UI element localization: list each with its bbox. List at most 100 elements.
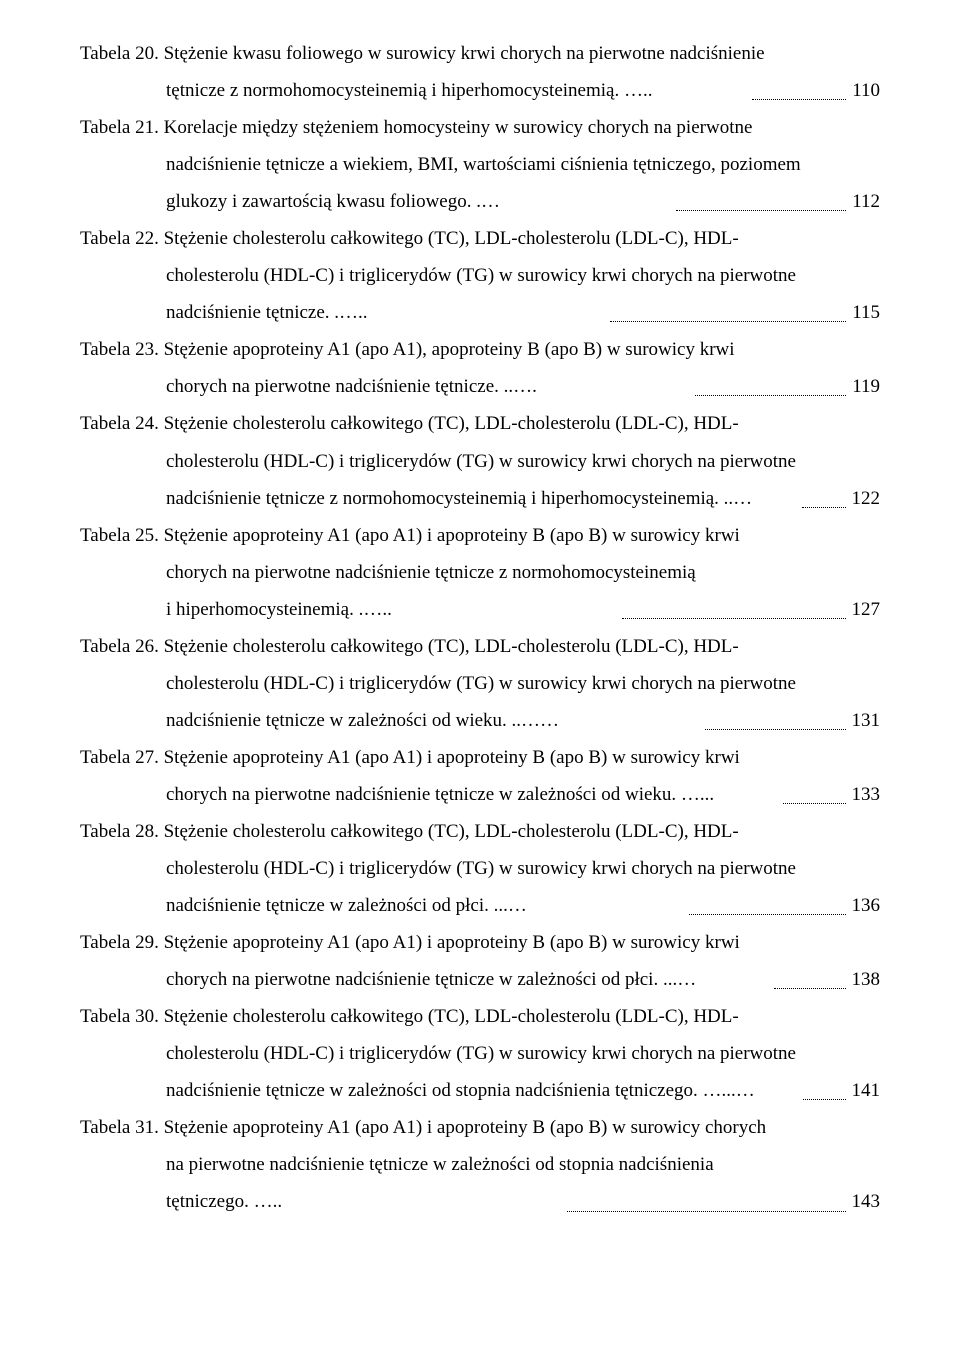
toc-continuation-line: cholesterolu (HDL-C) i triglicerydów (TG… bbox=[80, 1035, 880, 1072]
toc-entry: Tabela 30. Stężenie cholesterolu całkowi… bbox=[80, 998, 880, 1109]
toc-continuation-line: cholesterolu (HDL-C) i triglicerydów (TG… bbox=[80, 850, 880, 887]
toc-continuation-text: nadciśnienie tętnicze. .….. bbox=[166, 294, 604, 331]
toc-label: Tabela 30. bbox=[80, 1006, 159, 1027]
toc-label: Tabela 22. bbox=[80, 228, 159, 249]
toc-page-number: 122 bbox=[852, 480, 881, 517]
toc-entry: Tabela 21. Korelacje między stężeniem ho… bbox=[80, 109, 880, 220]
toc-continuation-text: cholesterolu (HDL-C) i triglicerydów (TG… bbox=[166, 1035, 880, 1072]
toc-entry-first-line: Tabela 28. Stężenie cholesterolu całkowi… bbox=[80, 813, 880, 850]
toc-entry-first-line: Tabela 30. Stężenie cholesterolu całkowi… bbox=[80, 998, 880, 1035]
toc-page-number: 110 bbox=[852, 72, 880, 109]
toc-continuation-text: tętniczego. ….. bbox=[166, 1183, 561, 1220]
toc-title-text: Korelacje między stężeniem homocysteiny … bbox=[164, 117, 753, 138]
toc-page-number: 119 bbox=[852, 368, 880, 405]
toc-continuation-line: na pierwotne nadciśnienie tętnicze w zal… bbox=[80, 1146, 880, 1183]
toc-entry: Tabela 29. Stężenie apoproteiny A1 (apo … bbox=[80, 924, 880, 998]
toc-continuation-line: chorych na pierwotne nadciśnienie tętnic… bbox=[80, 776, 880, 813]
toc-entry: Tabela 31. Stężenie apoproteiny A1 (apo … bbox=[80, 1109, 880, 1220]
toc-entry-first-line: Tabela 29. Stężenie apoproteiny A1 (apo … bbox=[80, 924, 880, 961]
toc-label: Tabela 27. bbox=[80, 747, 159, 768]
toc-entry-first-line: Tabela 25. Stężenie apoproteiny A1 (apo … bbox=[80, 517, 880, 554]
toc-label: Tabela 23. bbox=[80, 339, 159, 360]
toc-label: Tabela 31. bbox=[80, 1117, 159, 1138]
toc-continuation-text: chorych na pierwotne nadciśnienie tętnic… bbox=[166, 368, 689, 405]
toc-continuation-line: nadciśnienie tętnicze w zależności od st… bbox=[80, 1072, 880, 1109]
toc-continuation-text: i hiperhomocysteinemią. .….. bbox=[166, 591, 616, 628]
dot-leader bbox=[689, 896, 845, 915]
toc-title-text: Stężenie cholesterolu całkowitego (TC), … bbox=[164, 636, 739, 657]
toc-continuation-text: nadciśnienie tętnicze w zależności od st… bbox=[166, 1072, 797, 1109]
toc-continuation-text: cholesterolu (HDL-C) i triglicerydów (TG… bbox=[166, 665, 880, 702]
toc-title-text: Stężenie apoproteiny A1 (apo A1) i apopr… bbox=[164, 932, 740, 953]
toc-continuation-line: tętnicze z normohomocysteinemią i hiperh… bbox=[80, 72, 880, 109]
dot-leader bbox=[803, 1081, 845, 1100]
toc-label: Tabela 26. bbox=[80, 636, 159, 657]
toc-continuation-line: nadciśnienie tętnicze z normohomocystein… bbox=[80, 480, 880, 517]
dot-leader bbox=[567, 1193, 846, 1212]
toc-continuation-line: nadciśnienie tętnicze w zależności od wi… bbox=[80, 702, 880, 739]
toc-continuation-line: cholesterolu (HDL-C) i triglicerydów (TG… bbox=[80, 257, 880, 294]
toc-entry: Tabela 28. Stężenie cholesterolu całkowi… bbox=[80, 813, 880, 924]
toc-title-text: Stężenie apoproteiny A1 (apo A1), apopro… bbox=[164, 339, 735, 360]
toc-title-text: Stężenie apoproteiny A1 (apo A1) i apopr… bbox=[164, 525, 740, 546]
toc-title-text: Stężenie cholesterolu całkowitego (TC), … bbox=[164, 821, 739, 842]
toc-continuation-text: nadciśnienie tętnicze w zależności od wi… bbox=[166, 702, 699, 739]
toc-entry-first-line: Tabela 20. Stężenie kwasu foliowego w su… bbox=[80, 35, 880, 72]
dot-leader bbox=[610, 303, 846, 322]
toc-title-text: Stężenie cholesterolu całkowitego (TC), … bbox=[164, 413, 739, 434]
toc-entry: Tabela 25. Stężenie apoproteiny A1 (apo … bbox=[80, 517, 880, 628]
toc-label: Tabela 28. bbox=[80, 821, 159, 842]
toc-page-number: 133 bbox=[852, 776, 881, 813]
toc-page-number: 127 bbox=[852, 591, 881, 628]
toc-title-text: Stężenie kwasu foliowego w surowicy krwi… bbox=[164, 43, 765, 64]
toc-entry-first-line: Tabela 27. Stężenie apoproteiny A1 (apo … bbox=[80, 739, 880, 776]
toc-page-number: 131 bbox=[852, 702, 881, 739]
toc-page-number: 138 bbox=[852, 961, 881, 998]
toc-continuation-text: chorych na pierwotne nadciśnienie tętnic… bbox=[166, 554, 880, 591]
toc-continuation-text: cholesterolu (HDL-C) i triglicerydów (TG… bbox=[166, 443, 880, 480]
toc-continuation-text: na pierwotne nadciśnienie tętnicze w zal… bbox=[166, 1146, 880, 1183]
toc-continuation-line: nadciśnienie tętnicze. .…..115 bbox=[80, 294, 880, 331]
toc-continuation-text: nadciśnienie tętnicze w zależności od pł… bbox=[166, 887, 683, 924]
toc-entry: Tabela 23. Stężenie apoproteiny A1 (apo … bbox=[80, 331, 880, 405]
toc-continuation-text: tętnicze z normohomocysteinemią i hiperh… bbox=[166, 72, 746, 109]
toc-entry: Tabela 20. Stężenie kwasu foliowego w su… bbox=[80, 35, 880, 109]
toc-label: Tabela 29. bbox=[80, 932, 159, 953]
toc-continuation-line: nadciśnienie tętnicze w zależności od pł… bbox=[80, 887, 880, 924]
toc-continuation-line: cholesterolu (HDL-C) i triglicerydów (TG… bbox=[80, 443, 880, 480]
dot-leader bbox=[676, 192, 846, 211]
toc-continuation-text: nadciśnienie tętnicze z normohomocystein… bbox=[166, 480, 796, 517]
toc-title-text: Stężenie cholesterolu całkowitego (TC), … bbox=[164, 228, 739, 249]
toc-continuation-line: chorych na pierwotne nadciśnienie tętnic… bbox=[80, 368, 880, 405]
toc-continuation-line: nadciśnienie tętnicze a wiekiem, BMI, wa… bbox=[80, 146, 880, 183]
toc-entry: Tabela 24. Stężenie cholesterolu całkowi… bbox=[80, 405, 880, 516]
toc-entry: Tabela 22. Stężenie cholesterolu całkowi… bbox=[80, 220, 880, 331]
table-of-tables: Tabela 20. Stężenie kwasu foliowego w su… bbox=[80, 35, 880, 1221]
toc-entry-first-line: Tabela 26. Stężenie cholesterolu całkowi… bbox=[80, 628, 880, 665]
dot-leader bbox=[622, 600, 846, 619]
toc-entry-first-line: Tabela 21. Korelacje między stężeniem ho… bbox=[80, 109, 880, 146]
toc-continuation-line: chorych na pierwotne nadciśnienie tętnic… bbox=[80, 554, 880, 591]
toc-page-number: 141 bbox=[852, 1072, 881, 1109]
dot-leader bbox=[783, 785, 846, 804]
toc-page-number: 112 bbox=[852, 183, 880, 220]
toc-label: Tabela 24. bbox=[80, 413, 159, 434]
toc-page-number: 136 bbox=[852, 887, 881, 924]
toc-entry-first-line: Tabela 22. Stężenie cholesterolu całkowi… bbox=[80, 220, 880, 257]
toc-continuation-text: chorych na pierwotne nadciśnienie tętnic… bbox=[166, 961, 768, 998]
toc-continuation-text: chorych na pierwotne nadciśnienie tętnic… bbox=[166, 776, 777, 813]
toc-entry: Tabela 26. Stężenie cholesterolu całkowi… bbox=[80, 628, 880, 739]
toc-label: Tabela 25. bbox=[80, 525, 159, 546]
toc-title-text: Stężenie apoproteiny A1 (apo A1) i apopr… bbox=[164, 1117, 767, 1138]
dot-leader bbox=[802, 489, 846, 508]
toc-page-number: 143 bbox=[852, 1183, 881, 1220]
toc-label: Tabela 21. bbox=[80, 117, 159, 138]
dot-leader bbox=[705, 711, 845, 730]
toc-continuation-text: cholesterolu (HDL-C) i triglicerydów (TG… bbox=[166, 850, 880, 887]
toc-label: Tabela 20. bbox=[80, 43, 159, 64]
toc-continuation-text: nadciśnienie tętnicze a wiekiem, BMI, wa… bbox=[166, 146, 880, 183]
toc-entry-first-line: Tabela 31. Stężenie apoproteiny A1 (apo … bbox=[80, 1109, 880, 1146]
toc-entry-first-line: Tabela 24. Stężenie cholesterolu całkowi… bbox=[80, 405, 880, 442]
toc-continuation-line: cholesterolu (HDL-C) i triglicerydów (TG… bbox=[80, 665, 880, 702]
toc-continuation-text: cholesterolu (HDL-C) i triglicerydów (TG… bbox=[166, 257, 880, 294]
